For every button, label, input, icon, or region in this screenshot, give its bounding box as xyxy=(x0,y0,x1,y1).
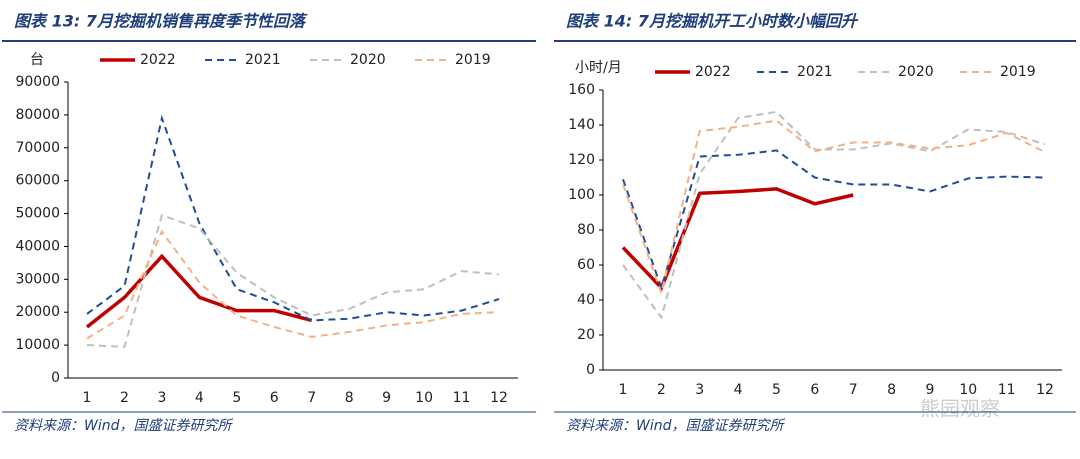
x-tick-label: 7 xyxy=(849,382,858,398)
x-tick-label: 2 xyxy=(120,390,129,406)
watermark: 熊园观察 xyxy=(920,397,1000,421)
legend-label: 2020 xyxy=(350,52,386,68)
x-tick-label: 7 xyxy=(307,390,316,406)
y-tick-label: 60 xyxy=(577,257,595,273)
y-tick-label: 0 xyxy=(586,362,595,378)
series-line xyxy=(622,110,1046,320)
series-line xyxy=(622,119,1046,297)
legend-label: 2019 xyxy=(1000,64,1036,80)
chart-title: 图表 14: 7月挖掘机开工小时数小幅回升 xyxy=(566,12,859,31)
x-tick-label: 10 xyxy=(415,390,433,406)
x-tick-label: 1 xyxy=(83,390,92,406)
source: 资料来源：Wind，国盛证券研究所 xyxy=(14,418,233,434)
y-tick-label: 30000 xyxy=(15,271,60,287)
x-tick-label: 10 xyxy=(959,382,977,398)
y-tick-label: 90000 xyxy=(15,74,60,90)
y-tick-label: 80 xyxy=(577,222,595,238)
x-tick-label: 4 xyxy=(734,382,743,398)
legend-label: 2021 xyxy=(797,64,833,80)
y-tick-label: 70000 xyxy=(15,140,60,156)
x-tick-label: 3 xyxy=(695,382,704,398)
x-tick-label: 12 xyxy=(490,390,508,406)
x-tick-label: 1 xyxy=(619,382,628,398)
y-tick-label: 20 xyxy=(577,327,595,343)
x-tick-label: 5 xyxy=(232,390,241,406)
series-line xyxy=(86,213,500,348)
x-tick-label: 6 xyxy=(270,390,279,406)
x-tick-label: 2 xyxy=(657,382,666,398)
x-tick-label: 4 xyxy=(195,390,204,406)
x-tick-label: 12 xyxy=(1036,382,1054,398)
y-tick-label: 20000 xyxy=(15,304,60,320)
legend-label: 2019 xyxy=(455,52,491,68)
y-tick-label: 40 xyxy=(577,292,595,308)
series-line xyxy=(86,229,500,340)
legend-label: 2022 xyxy=(695,64,731,80)
x-tick-label: 5 xyxy=(772,382,781,398)
x-tick-label: 3 xyxy=(157,390,166,406)
y-tick-label: 0 xyxy=(51,370,60,386)
y-axis-unit: 小时/月 xyxy=(575,60,622,76)
legend-label: 2022 xyxy=(140,52,176,68)
y-tick-label: 160 xyxy=(568,82,595,98)
source: 资料来源：Wind，国盛证券研究所 xyxy=(566,418,785,434)
y-tick-label: 40000 xyxy=(15,238,60,254)
series-line xyxy=(85,253,313,329)
y-tick-label: 60000 xyxy=(15,173,60,189)
x-tick-label: 11 xyxy=(453,390,471,406)
y-tick-label: 50000 xyxy=(15,206,60,222)
x-tick-label: 9 xyxy=(382,390,391,406)
legend-label: 2020 xyxy=(898,64,934,80)
x-tick-label: 8 xyxy=(887,382,896,398)
series-line xyxy=(622,149,1046,292)
y-tick-label: 10000 xyxy=(15,337,60,353)
x-tick-label: 8 xyxy=(345,390,354,406)
y-tick-label: 140 xyxy=(568,117,595,133)
legend-label: 2021 xyxy=(245,52,281,68)
series-line xyxy=(621,187,854,291)
y-axis-unit: 台 xyxy=(30,52,44,68)
series-line xyxy=(86,114,500,322)
x-tick-label: 11 xyxy=(998,382,1016,398)
chart-title: 图表 13: 7月挖掘机销售再度季节性回落 xyxy=(14,12,308,31)
x-tick-label: 6 xyxy=(810,382,819,398)
y-tick-label: 80000 xyxy=(15,107,60,123)
y-tick-label: 100 xyxy=(568,187,595,203)
x-tick-label: 9 xyxy=(925,382,934,398)
y-tick-label: 120 xyxy=(568,152,595,168)
